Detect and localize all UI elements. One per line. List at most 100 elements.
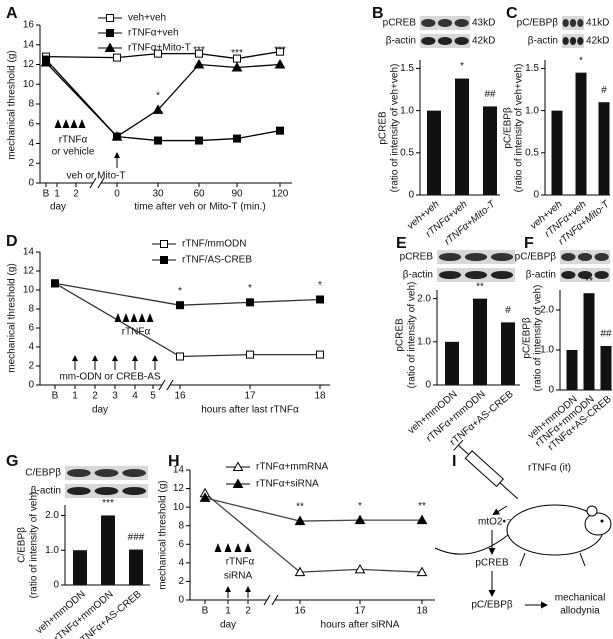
injection-marker bbox=[54, 119, 62, 128]
x-tick-label: 2 bbox=[73, 189, 79, 200]
blot-size: 42kD bbox=[586, 36, 609, 47]
bar bbox=[427, 110, 441, 195]
y-axis-label: mechanical threshold (g) bbox=[7, 263, 18, 373]
x-tick-label: 90 bbox=[231, 189, 243, 200]
blot-label: pCREB bbox=[383, 18, 417, 29]
y-tick-label: 8 bbox=[178, 520, 184, 531]
blot-spot bbox=[561, 253, 576, 261]
arrow-head bbox=[112, 355, 118, 361]
significance: *** bbox=[274, 45, 286, 56]
bar bbox=[551, 110, 563, 195]
data-point bbox=[40, 57, 52, 67]
y-axis-label: (ratio of intensity of veh+veh) bbox=[514, 64, 525, 193]
y-axis-label: (ratio of intensity of veh) bbox=[407, 282, 418, 389]
legend-marker bbox=[232, 461, 244, 471]
rat-leg bbox=[579, 552, 586, 567]
y-axis-label: (ratio of intensity of veh) bbox=[29, 492, 40, 599]
legend-label: rTNFα+Mito-T bbox=[128, 43, 191, 54]
data-point bbox=[51, 279, 59, 288]
bar bbox=[600, 346, 612, 390]
blot-spot bbox=[122, 487, 147, 495]
data-point bbox=[246, 350, 254, 359]
legend-label: veh+veh bbox=[128, 13, 166, 24]
bar bbox=[455, 78, 469, 195]
y-tick-label: 6 bbox=[28, 323, 34, 334]
injection-marker bbox=[244, 543, 252, 552]
blot-spot bbox=[594, 253, 609, 261]
significance: * bbox=[460, 61, 464, 72]
legend-label: rTNFα+siRNA bbox=[256, 479, 319, 490]
significance: ** bbox=[585, 276, 593, 287]
data-point bbox=[233, 134, 241, 143]
significance: *** bbox=[102, 498, 114, 509]
data-point bbox=[176, 352, 184, 361]
axis-break bbox=[158, 379, 166, 391]
blot-spot bbox=[94, 487, 119, 495]
y-tick-label: 1.5 bbox=[400, 63, 414, 74]
y-tick-label: 14 bbox=[173, 465, 185, 476]
y-tick-label: 0 bbox=[28, 178, 34, 189]
bar bbox=[501, 322, 515, 385]
data-point bbox=[246, 298, 254, 307]
data-point bbox=[316, 295, 324, 304]
x-axis-label: hours after last rTNFα bbox=[201, 405, 299, 416]
legend-marker bbox=[106, 29, 114, 37]
y-tick-label: 2.0 bbox=[417, 293, 431, 304]
y-tick-label: 2 bbox=[28, 361, 34, 372]
x-tick-label: 18 bbox=[416, 606, 428, 617]
blot-label: pC/EBPβ bbox=[515, 252, 557, 263]
blot-spot bbox=[122, 469, 147, 477]
x-tick-label: 120 bbox=[272, 189, 289, 200]
blot-spot bbox=[569, 37, 577, 45]
blot-label: pC/EBPβ bbox=[517, 18, 559, 29]
significance: * bbox=[579, 55, 583, 66]
data-point bbox=[416, 514, 428, 525]
panel-letter: F bbox=[524, 235, 534, 252]
axis-break bbox=[89, 177, 97, 189]
y-tick-label: 2 bbox=[28, 158, 34, 169]
panel-letter: E bbox=[396, 235, 407, 252]
axis-break bbox=[263, 594, 271, 606]
y-axis-label: (ratio of intensity of veh) bbox=[533, 285, 544, 392]
blot-spot bbox=[454, 37, 469, 45]
arrow-head bbox=[72, 355, 78, 361]
injection-marker bbox=[130, 313, 138, 322]
data-point bbox=[294, 515, 306, 526]
blot-size: 42kD bbox=[472, 36, 495, 47]
x-tick-label: 0 bbox=[114, 189, 120, 200]
y-tick-label: 0 bbox=[408, 190, 414, 201]
bar bbox=[575, 72, 587, 195]
x-tick-label: 16 bbox=[174, 391, 186, 402]
x-tick-label: 60 bbox=[193, 189, 205, 200]
x-tick-label: 4 bbox=[132, 391, 138, 402]
data-point bbox=[294, 566, 306, 577]
x-tick-label: 16 bbox=[294, 606, 306, 617]
y-tick-label: 2 bbox=[178, 576, 184, 587]
x-axis-label: time after veh or Mito-T (min.) bbox=[134, 202, 266, 213]
x-tick-label: 1 bbox=[225, 606, 231, 617]
significance: * bbox=[318, 280, 322, 291]
bar bbox=[598, 102, 610, 195]
blot-spot bbox=[66, 487, 91, 495]
significance: # bbox=[505, 305, 511, 316]
significance: ** bbox=[476, 281, 484, 292]
injection-marker bbox=[122, 313, 130, 322]
x-tick-label: B bbox=[202, 606, 209, 617]
bar bbox=[473, 298, 487, 385]
y-tick-label: 12 bbox=[173, 483, 185, 494]
annotation: rTNFα bbox=[226, 557, 255, 568]
bar bbox=[129, 549, 143, 585]
x-tick-label: 17 bbox=[244, 391, 256, 402]
significance: * bbox=[358, 501, 362, 512]
injection-marker bbox=[62, 119, 70, 128]
axis-break bbox=[97, 177, 105, 189]
y-axis-label: pCREB bbox=[378, 111, 389, 145]
x-tick-label: 2 bbox=[92, 391, 98, 402]
legend-marker bbox=[160, 256, 168, 264]
legend-marker bbox=[160, 240, 168, 248]
panel-letter: H bbox=[168, 453, 180, 470]
bar bbox=[73, 550, 87, 585]
arrow-head bbox=[92, 355, 98, 361]
significance: * bbox=[156, 91, 160, 102]
injection-marker bbox=[214, 543, 222, 552]
